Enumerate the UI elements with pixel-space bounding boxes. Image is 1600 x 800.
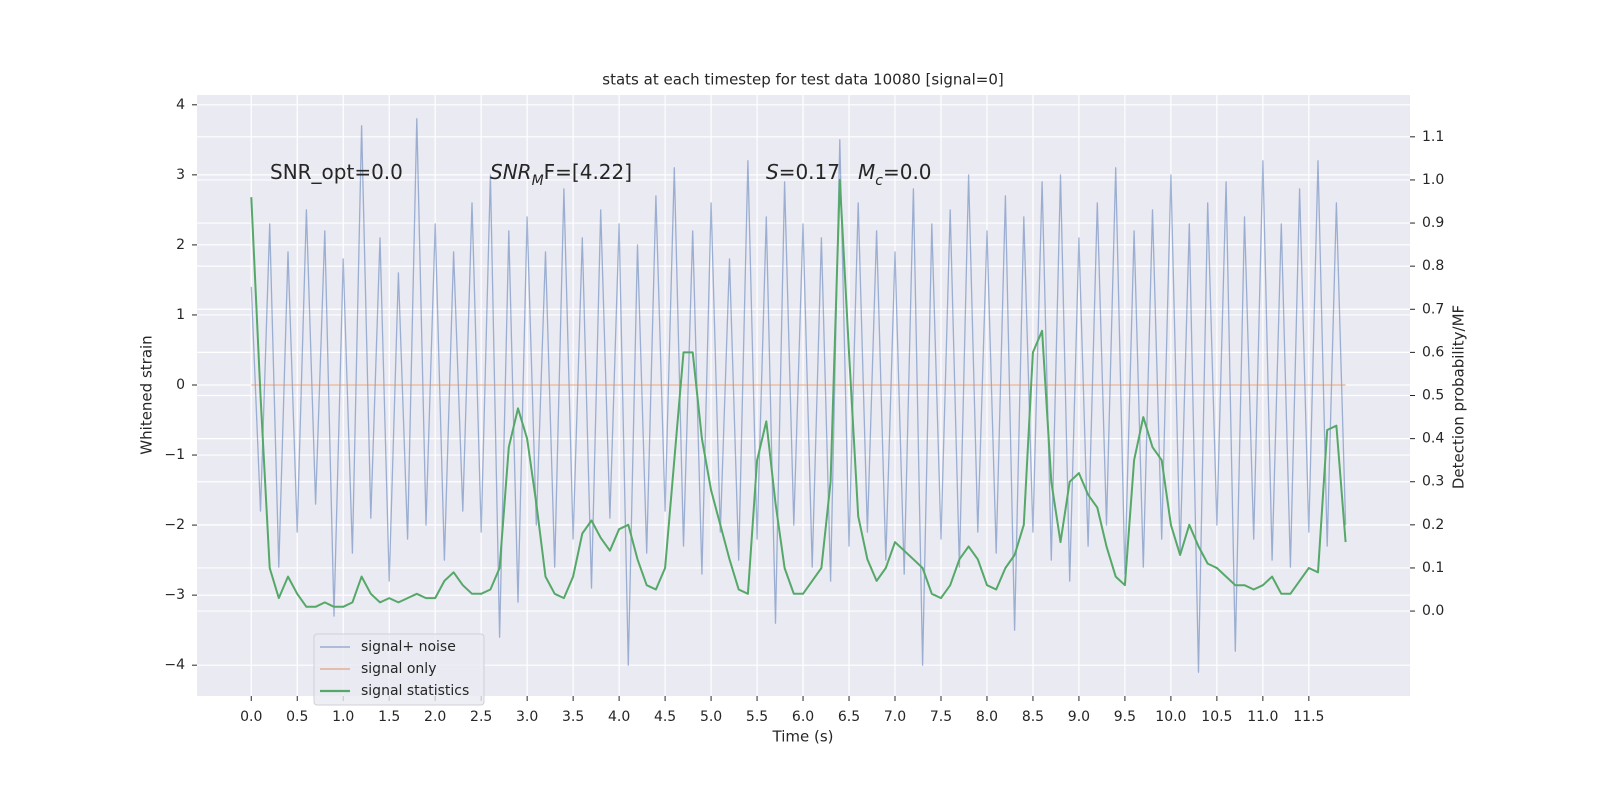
annotation-subscript: M [532, 173, 544, 189]
y-tick-label: −2 [164, 517, 185, 533]
annotation-value: F=[4.22] [544, 160, 632, 184]
x-tick-label: 11.5 [1293, 709, 1324, 725]
x-tick-label: 6.5 [838, 709, 860, 725]
legend-label: signal statistics [361, 683, 469, 699]
y2-tick-label: 0.6 [1422, 344, 1444, 360]
y-tick-label: −3 [164, 587, 185, 603]
annotation-value: =0.17 [779, 160, 840, 184]
annotation-subscript: c [875, 173, 883, 189]
series-line [250, 118, 1347, 673]
x-tick-label: 2.0 [424, 709, 446, 725]
x-tick-label: 5.5 [746, 709, 768, 725]
x-tick-label: 1.5 [378, 709, 400, 725]
annotation: SNR_opt=0.0 [270, 160, 403, 184]
y2-tick-label: 0.9 [1422, 215, 1444, 231]
x-tick-label: 1.0 [332, 709, 354, 725]
series-line [250, 178, 1347, 608]
y-tick-label: −1 [164, 447, 185, 463]
x-tick-label: 11.0 [1247, 709, 1278, 725]
annotation-symbol: SNR [490, 160, 532, 184]
y-tick-label: −4 [164, 657, 185, 673]
annotation-symbol: M [858, 160, 875, 184]
x-tick-label: 6.0 [792, 709, 814, 725]
x-tick-label: 4.5 [654, 709, 676, 725]
annotation: Mc=0.0 [858, 160, 932, 190]
y2-tick-label: 1.1 [1422, 129, 1444, 145]
y-tick-label: 3 [176, 167, 185, 183]
x-tick-label: 7.0 [884, 709, 906, 725]
y2-tick-label: 0.7 [1422, 301, 1444, 317]
x-tick-label: 10.5 [1201, 709, 1232, 725]
x-tick-label: 9.5 [1114, 709, 1136, 725]
x-tick-label: 7.5 [930, 709, 952, 725]
y-tick-label: 1 [176, 307, 185, 323]
y2-tick-label: 0.0 [1422, 603, 1444, 619]
x-tick-label: 9.0 [1068, 709, 1090, 725]
x-tick-label: 0.0 [240, 709, 262, 725]
y2-tick-label: 0.8 [1422, 258, 1444, 274]
annotation-value: =0.0 [883, 160, 932, 184]
y2-tick-label: 1.0 [1422, 172, 1444, 188]
y2-tick-label: 0.3 [1422, 474, 1444, 490]
y2-tick-label: 0.2 [1422, 517, 1444, 533]
annotation: S=0.17 [766, 160, 840, 184]
x-tick-label: 5.0 [700, 709, 722, 725]
y-tick-label: 2 [176, 237, 185, 253]
y-axis-label: Whitened strain [138, 335, 156, 454]
x-tick-label: 0.5 [286, 709, 308, 725]
x-tick-label: 8.0 [976, 709, 998, 725]
y2-tick-label: 0.5 [1422, 388, 1444, 404]
legend-label: signal only [361, 661, 436, 677]
x-tick-label: 8.5 [1022, 709, 1044, 725]
legend-box [313, 633, 485, 706]
x-axis-label: Time (s) [772, 728, 834, 746]
annotation-symbol: S [766, 160, 779, 184]
y2-tick-label: 0.1 [1422, 560, 1444, 576]
x-tick-label: 4.0 [608, 709, 630, 725]
annotation: SNRMF=[4.22] [490, 160, 632, 190]
chart-title: stats at each timestep for test data 100… [602, 71, 1003, 89]
y2-axis-label: Detection probability/MF [1450, 305, 1468, 489]
y-tick-label: 4 [176, 97, 185, 113]
x-tick-label: 3.0 [516, 709, 538, 725]
annotation-text: SNR_opt=0.0 [270, 160, 403, 184]
x-tick-label: 3.5 [562, 709, 584, 725]
y2-tick-label: 0.4 [1422, 431, 1444, 447]
legend-label: signal+ noise [361, 639, 456, 655]
y-tick-label: 0 [176, 377, 185, 393]
x-tick-label: 10.0 [1155, 709, 1186, 725]
x-tick-label: 2.5 [470, 709, 492, 725]
